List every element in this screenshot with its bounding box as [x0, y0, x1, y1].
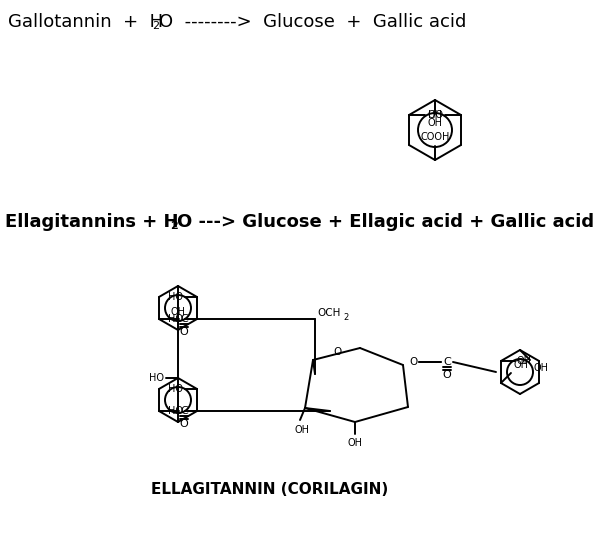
- Text: Ellagitannins + H: Ellagitannins + H: [5, 213, 179, 231]
- Text: Gallotannin  +  H: Gallotannin + H: [8, 13, 163, 31]
- Text: O: O: [334, 347, 342, 357]
- Text: OH: OH: [517, 356, 532, 366]
- Text: OH: OH: [514, 360, 529, 370]
- Text: HO: HO: [168, 384, 183, 394]
- Text: O  -------->  Glucose  +  Gallic acid: O --------> Glucose + Gallic acid: [159, 13, 467, 31]
- Text: OH: OH: [427, 110, 442, 120]
- Text: HO: HO: [168, 314, 183, 324]
- Text: HO: HO: [168, 292, 183, 302]
- Text: C: C: [443, 357, 451, 367]
- Text: HO: HO: [149, 373, 164, 383]
- Text: 2: 2: [343, 313, 348, 322]
- Text: COOH: COOH: [421, 132, 449, 142]
- Text: 2: 2: [152, 21, 159, 31]
- Text: O: O: [179, 327, 188, 337]
- Text: C: C: [180, 314, 188, 324]
- Text: OCH: OCH: [317, 308, 340, 318]
- Text: OH: OH: [427, 118, 443, 128]
- Text: 2: 2: [170, 221, 177, 231]
- Text: O: O: [179, 419, 188, 429]
- Text: O: O: [443, 370, 451, 380]
- Text: OH: OH: [295, 425, 309, 435]
- Text: ELLAGITANNIN (CORILAGIN): ELLAGITANNIN (CORILAGIN): [152, 482, 389, 497]
- Text: O ---> Glucose + Ellagic acid + Gallic acid: O ---> Glucose + Ellagic acid + Gallic a…: [177, 213, 594, 231]
- Text: OH: OH: [171, 307, 185, 317]
- Text: HO: HO: [428, 110, 443, 120]
- Text: HO: HO: [168, 406, 183, 416]
- Text: OH: OH: [533, 363, 548, 373]
- Text: OH: OH: [348, 438, 362, 448]
- Text: C: C: [180, 406, 188, 416]
- Text: O: O: [409, 357, 418, 367]
